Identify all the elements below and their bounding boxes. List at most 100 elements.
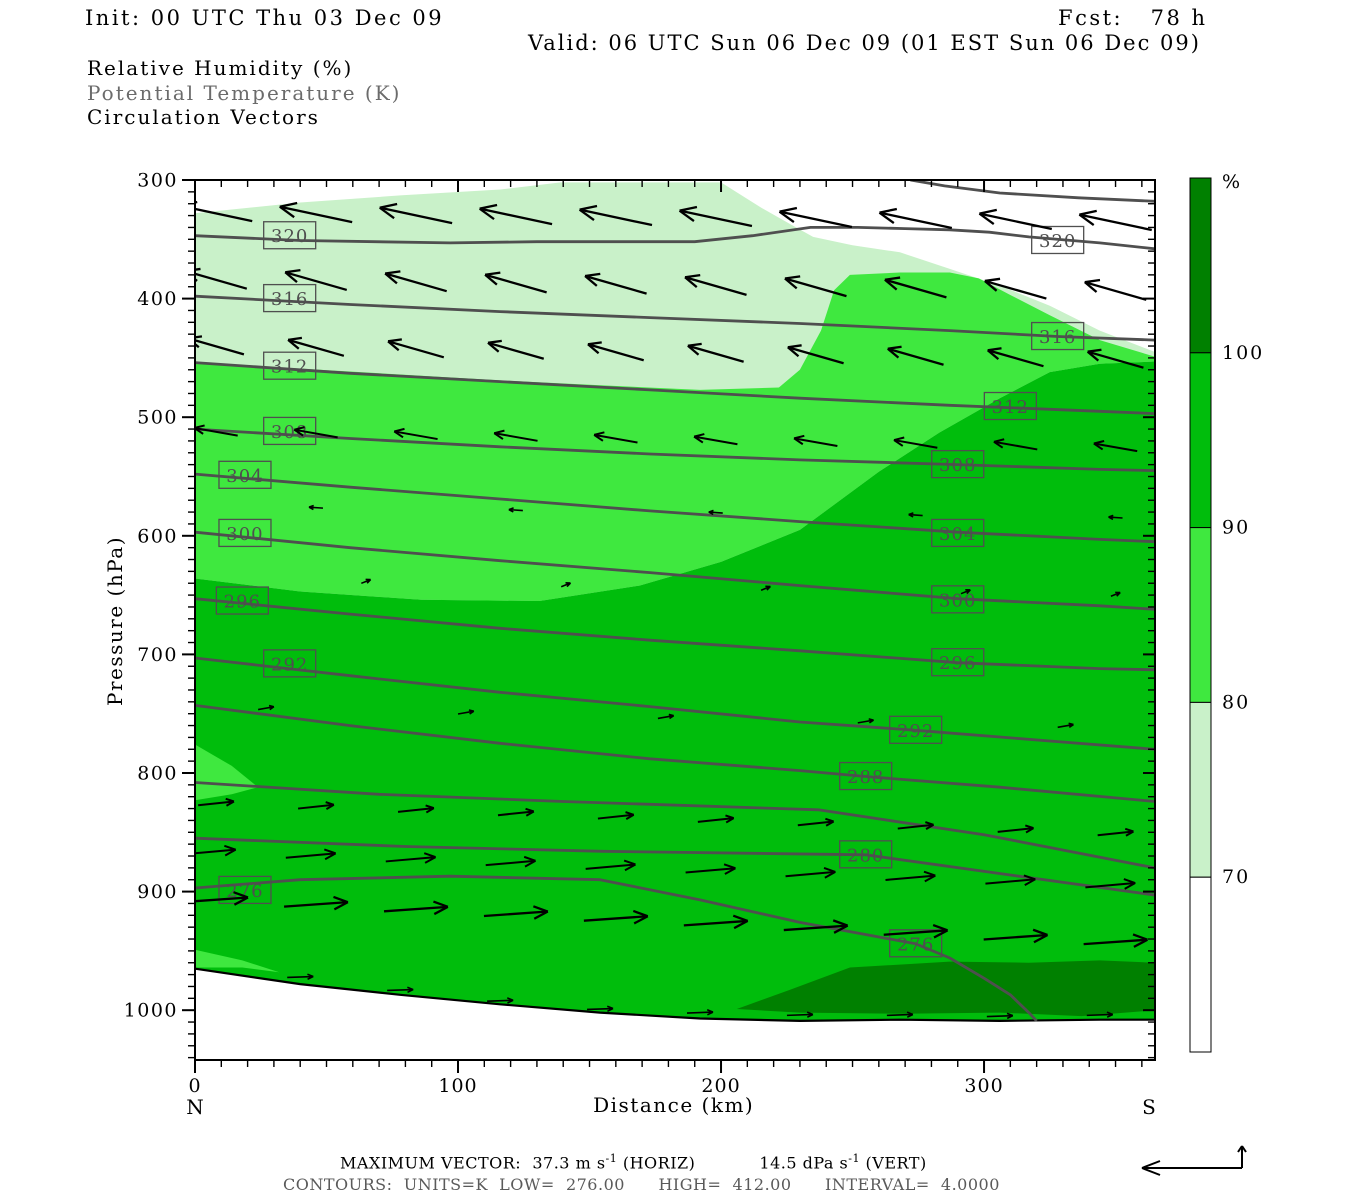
rh-shading <box>195 182 1155 1060</box>
isentrope-320 <box>195 225 1155 251</box>
contour-label: 276 <box>897 934 934 955</box>
contour-label-box <box>983 391 1037 421</box>
wind-vector <box>1086 1011 1114 1018</box>
wind-vector <box>760 585 771 591</box>
wind-vector <box>497 807 535 817</box>
terrain-line <box>195 967 1155 1023</box>
contour-label-box <box>218 518 272 548</box>
y-tick-label: 600 <box>137 525 178 547</box>
contour-label: 320 <box>271 226 308 247</box>
max-vector-horiz-value: 37.3 m s <box>532 1153 606 1173</box>
wind-vector <box>687 342 744 363</box>
colorbar-title: % <box>1222 171 1240 193</box>
wind-vector <box>784 275 847 298</box>
wind-vector <box>993 438 1038 451</box>
wind-vector <box>885 870 936 883</box>
wind-vector <box>857 718 875 724</box>
contour-label: 312 <box>992 397 1029 418</box>
max-vector-annotation: MAXIMUM VECTOR: 37.3 m s-1 (HORIZ) 14.5 d… <box>340 1152 927 1172</box>
wind-vector <box>983 928 1049 944</box>
colorbar: 100 90 80 70% <box>1189 171 1262 1053</box>
contour-label-box <box>931 585 985 614</box>
wind-vector <box>560 582 572 588</box>
wind-vector <box>397 804 435 814</box>
x-axis-south-label: S <box>1142 1095 1156 1119</box>
contour-label-box <box>931 518 985 548</box>
wind-vector <box>786 1011 814 1018</box>
wind-vector <box>297 801 335 810</box>
wind-vector <box>678 205 753 228</box>
contour-label-box <box>263 221 317 250</box>
wind-vector <box>257 704 275 711</box>
wind-vector <box>1057 722 1074 729</box>
colorbar-segment <box>1189 876 1212 1053</box>
isentrope-292 <box>195 656 1155 751</box>
wind-vector <box>379 202 453 225</box>
colorbar-boundary-label: 70 <box>1222 866 1250 888</box>
isentrope-304 <box>195 472 1155 544</box>
y-tick-label: 300 <box>137 170 178 192</box>
contour-label: 316 <box>271 289 308 310</box>
wind-vector <box>878 207 953 230</box>
wind-vector <box>908 512 923 518</box>
y-axis-title: Pressure (hPa) <box>103 536 127 706</box>
isentrope-296 <box>195 597 1155 672</box>
wind-vector <box>1085 878 1136 890</box>
wind-vector <box>1110 591 1121 598</box>
wind-vector <box>793 434 838 447</box>
wind-vector <box>1086 348 1144 369</box>
contour-label: 316 <box>1039 327 1076 348</box>
init-time-label: Init: 00 UTC Thu 03 Dec 09 <box>85 6 445 30</box>
wind-vector <box>493 429 538 442</box>
colorbar-segment <box>1189 177 1212 354</box>
wind-vector <box>657 713 675 720</box>
max-vector-label: MAXIMUM VECTOR: <box>340 1153 533 1173</box>
wind-vector <box>285 848 337 861</box>
wind-vector <box>283 895 349 911</box>
wind-vector <box>787 344 844 365</box>
wind-vector <box>797 817 835 827</box>
wind-vector <box>195 844 237 857</box>
contour-labels: 320 320 316 316 312 312 308 308 304 304 300 300 296 2… <box>215 221 1085 958</box>
y-tick-label: 700 <box>137 644 178 666</box>
x-tick-label: 200 <box>701 1075 740 1097</box>
contour-label: 308 <box>271 422 308 443</box>
y-tick-label: 500 <box>137 407 178 429</box>
wind-vector <box>387 338 445 359</box>
contour-settings-annotation: CONTOURS: UNITS=K LOW= 276.00 HIGH= 412.… <box>283 1175 1000 1194</box>
wind-vector <box>960 588 971 595</box>
contour-label-box <box>263 283 317 313</box>
wind-vector <box>485 855 537 868</box>
wind-vector <box>685 863 736 875</box>
contour-label-box <box>839 761 893 791</box>
contour-label: 280 <box>847 845 884 866</box>
wind-vector <box>884 276 947 299</box>
isentrope-324 <box>910 180 1155 203</box>
wind-vector <box>1084 278 1147 301</box>
rh-100 <box>736 960 1155 1017</box>
wind-vector <box>195 891 249 906</box>
wind-vector <box>684 273 747 296</box>
colorbar-segment <box>1189 352 1212 529</box>
y-tick-label: 1000 <box>124 1000 178 1022</box>
colorbar-segment <box>1189 701 1212 878</box>
field-title-potential-temperature: Potential Temperature (K) <box>87 80 402 105</box>
wind-vector <box>198 797 235 807</box>
wind-vector <box>483 905 549 920</box>
wind-vector <box>587 341 645 362</box>
below-terrain <box>195 968 1155 1060</box>
wind-vector <box>897 821 935 830</box>
wind-vector <box>587 1005 614 1013</box>
max-vector-vert-tag: (VERT) <box>859 1153 927 1173</box>
isentrope-300 <box>195 530 1155 611</box>
wind-vector <box>484 271 547 294</box>
wind-vector <box>308 504 324 511</box>
max-vector-vert-value: 14.5 dPa s <box>759 1153 849 1173</box>
wind-vector <box>883 923 949 939</box>
wind-vector <box>287 336 345 357</box>
contour-label-box <box>931 449 985 479</box>
horiz-exponent: -1 <box>605 1152 618 1165</box>
y-tick-label: 400 <box>137 288 178 310</box>
colorbar-boundary-label: 80 <box>1222 691 1250 713</box>
x-tick-label: 300 <box>964 1075 1003 1097</box>
